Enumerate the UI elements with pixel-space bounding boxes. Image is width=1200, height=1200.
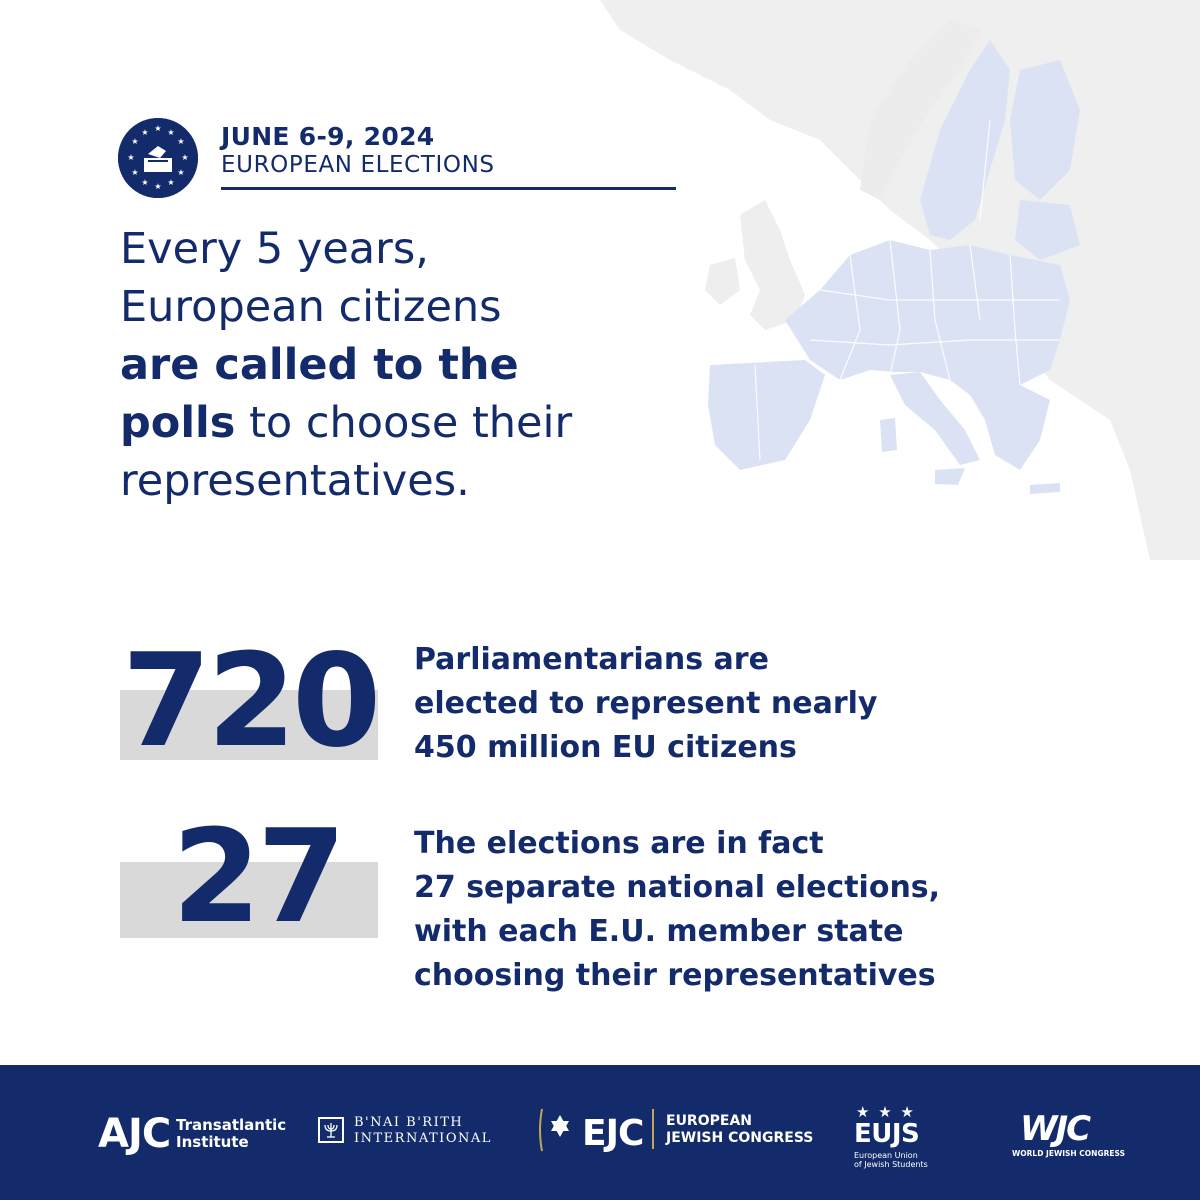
bnai-brith-line: B'NAI B'RITH: [354, 1115, 464, 1130]
star-of-david-icon: [539, 1108, 569, 1152]
eujs-tagline: European Union of Jewish Students: [854, 1151, 928, 1169]
svg-text:★: ★: [181, 153, 188, 162]
stars-icon: ★ ★ ★: [856, 1103, 916, 1121]
svg-text:★: ★: [167, 128, 174, 137]
ejc-line: JEWISH CONGRESS: [666, 1130, 814, 1146]
stat-number: 27: [172, 803, 346, 952]
europe-map: [590, 0, 1200, 560]
intro-line: Every 5 years,: [120, 224, 429, 274]
uk-landmass: [740, 200, 805, 330]
italy-eu: [890, 372, 980, 465]
ejc-tagline: EUROPEAN JEWISH CONGRESS: [666, 1113, 813, 1147]
norway-landmass: [860, 20, 980, 200]
crete-eu: [1030, 483, 1060, 494]
svg-text:★: ★: [141, 178, 148, 187]
eujs-line: European Union: [854, 1151, 918, 1160]
ballot-box-icon: ★ ★ ★ ★ ★ ★ ★ ★ ★ ★ ★ ★: [118, 118, 198, 198]
svg-text:★: ★: [177, 137, 184, 146]
stat-description: The elections are in fact 27 separate na…: [414, 822, 1054, 998]
ejc-wordmark: EJC: [582, 1113, 644, 1154]
ajc-line: Institute: [176, 1133, 249, 1151]
stat-line: 27 separate national elections,: [414, 870, 941, 905]
footer-logos: AJC Transatlantic Institute B'NAI B'RITH…: [0, 1065, 1200, 1200]
menorah-icon: [318, 1117, 344, 1143]
balkans-eu: [970, 385, 1050, 470]
stat-description: Parliamentarians are elected to represen…: [414, 638, 1054, 770]
election-date: JUNE 6-9, 2024: [221, 122, 435, 151]
scandinavia-eu: [920, 40, 1010, 240]
svg-text:★: ★: [127, 153, 134, 162]
eujs-line: of Jewish Students: [854, 1160, 928, 1169]
svg-text:★: ★: [141, 128, 148, 137]
finland-eu: [1010, 60, 1080, 200]
iberia-eu: [708, 360, 825, 470]
continental-eu: [785, 240, 1070, 410]
intro-text: Every 5 years, European citizens are cal…: [120, 220, 680, 510]
ajc-wordmark: AJC: [98, 1111, 171, 1157]
eujs-wordmark: EUJS: [854, 1119, 920, 1149]
ajc-tagline: Transatlantic Institute: [176, 1117, 286, 1151]
intro-line: to choose their: [235, 398, 573, 448]
stat-line: choosing their representatives: [414, 958, 936, 993]
svg-text:★: ★: [167, 178, 174, 187]
baltics-eu: [1015, 200, 1080, 260]
svg-text:★: ★: [154, 124, 161, 133]
stat-line: Parliamentarians are: [414, 642, 769, 677]
svg-text:★: ★: [131, 137, 138, 146]
bnai-brith-line: INTERNATIONAL: [354, 1131, 492, 1146]
ejc-line: EUROPEAN: [666, 1113, 752, 1129]
stat-line: The elections are in fact: [414, 826, 824, 861]
sicily-eu: [935, 468, 965, 485]
ireland-landmass: [705, 258, 740, 305]
ajc-line: Transatlantic: [176, 1116, 287, 1134]
wjc-tagline: WORLD JEWISH CONGRESS: [1012, 1149, 1125, 1158]
sardinia-eu: [880, 418, 897, 452]
svg-text:★: ★: [131, 168, 138, 177]
intro-line: representatives.: [120, 456, 470, 506]
stat-number: 720: [122, 627, 381, 776]
stat-line: 450 million EU citizens: [414, 730, 797, 765]
intro-bold: are called to the: [120, 340, 519, 390]
svg-text:★: ★: [177, 168, 184, 177]
election-subtitle: EUROPEAN ELECTIONS: [221, 152, 676, 190]
svg-text:★: ★: [154, 182, 161, 191]
stat-line: elected to represent nearly: [414, 686, 878, 721]
ejc-divider: [652, 1109, 654, 1149]
intro-bold: polls: [120, 398, 236, 448]
number-highlight-bar: [120, 862, 378, 938]
wjc-wordmark: WJC: [1020, 1109, 1091, 1149]
number-highlight-bar: [120, 690, 378, 760]
stat-line: with each E.U. member state: [414, 914, 904, 949]
intro-line: European citizens: [120, 282, 502, 332]
